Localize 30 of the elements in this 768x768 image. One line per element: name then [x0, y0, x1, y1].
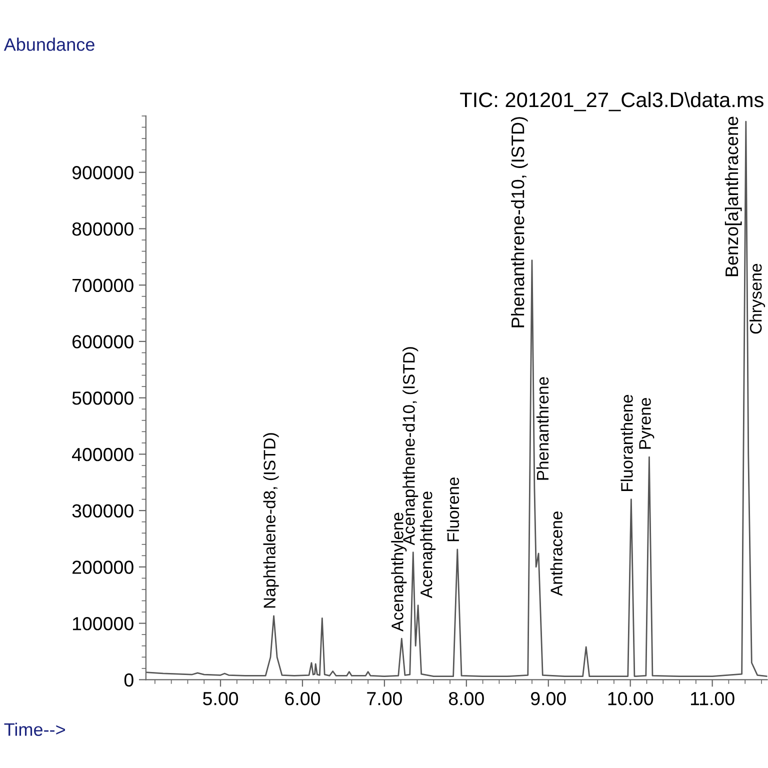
annotation: Fluorene: [446, 477, 460, 542]
annotation: Phenanthrene-d10, (ISTD): [510, 117, 528, 328]
annotation: Phenanthrene: [536, 377, 549, 480]
y-tick-label: 400000: [72, 448, 134, 462]
annotation: Anthracene: [550, 512, 562, 596]
y-tick-label: 100000: [72, 617, 134, 630]
y-tick-label: 0: [124, 673, 134, 687]
x-tick-label: 5.00: [203, 692, 238, 706]
annotation: Benzo[a]anthracene: [724, 116, 742, 276]
y-tick-label: 900000: [72, 166, 134, 180]
x-tick-label: 8.00: [448, 692, 484, 706]
y-tick-label: 700000: [72, 278, 134, 292]
annotation: Fluoranthene: [620, 394, 633, 491]
y-tick-label: 200000: [72, 560, 134, 574]
y-tick-label: 300000: [72, 504, 134, 518]
x-tick-label: 7.00: [367, 692, 402, 706]
annotation: Chrysene: [750, 264, 766, 334]
annotation: Acenaphthene: [420, 492, 436, 598]
annotation: Naphthalene-d8, (ISTD): [263, 433, 279, 608]
y-axis-title: Abundance: [4, 38, 94, 51]
annotation: Pyrene: [639, 398, 654, 449]
x-tick-label: 6.00: [285, 692, 320, 706]
chart-title: TIC: 201201_27_Cal3.D\data.ms: [460, 92, 764, 112]
y-tick-label: 500000: [72, 392, 134, 405]
x-axis-title: Time-->: [4, 722, 65, 736]
y-tick-label: 600000: [72, 335, 134, 348]
y-tick-label: 800000: [72, 222, 134, 236]
x-tick-label: 10.00: [608, 692, 654, 706]
x-tick-label: 11.00: [690, 692, 734, 706]
x-tick-label: 9.00: [531, 692, 566, 706]
